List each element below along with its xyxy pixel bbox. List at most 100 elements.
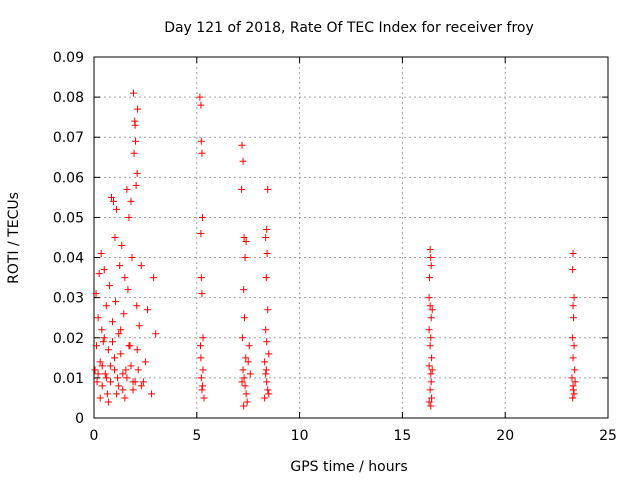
data-point <box>121 394 129 402</box>
data-point <box>427 314 435 322</box>
data-point <box>113 205 121 213</box>
data-point <box>106 362 114 370</box>
data-points <box>91 89 579 410</box>
x-tick-label: 25 <box>599 428 617 444</box>
data-point <box>200 394 208 402</box>
data-point <box>94 314 102 322</box>
data-point <box>425 362 433 370</box>
data-point <box>425 326 433 334</box>
data-point <box>94 370 102 378</box>
y-tick-label: 0.01 <box>53 371 84 387</box>
data-point <box>199 382 207 390</box>
y-tick-label: 0.05 <box>53 210 84 226</box>
data-point <box>123 374 131 382</box>
data-point <box>101 370 109 378</box>
data-point <box>427 254 435 262</box>
data-point <box>118 242 126 250</box>
data-point <box>243 398 251 406</box>
data-point <box>98 326 106 334</box>
data-point <box>198 149 206 157</box>
data-point <box>137 262 145 270</box>
data-point <box>110 197 118 205</box>
data-point <box>244 358 252 366</box>
data-point <box>96 394 104 402</box>
data-point <box>570 294 578 302</box>
data-point <box>197 342 205 350</box>
data-point <box>131 378 139 386</box>
data-point <box>428 354 436 362</box>
data-point <box>132 181 140 189</box>
x-tick-labels: 0 5 10 15 20 25 <box>90 428 617 444</box>
data-point <box>114 374 122 382</box>
data-point <box>263 378 271 386</box>
data-point <box>263 250 271 258</box>
x-tick-label: 0 <box>90 428 99 444</box>
data-point <box>152 330 160 338</box>
data-point <box>428 366 436 374</box>
data-point <box>103 390 111 398</box>
data-point <box>240 402 248 410</box>
data-point <box>115 382 123 390</box>
data-point <box>428 394 436 402</box>
data-point <box>238 141 246 149</box>
data-point <box>199 213 207 221</box>
data-point <box>125 213 133 221</box>
data-point <box>111 366 119 374</box>
data-point <box>133 302 141 310</box>
data-point <box>119 386 127 394</box>
data-point <box>109 338 117 346</box>
data-point <box>265 350 273 358</box>
data-point <box>426 302 434 310</box>
data-point <box>143 306 151 314</box>
data-point <box>571 378 579 386</box>
data-point <box>569 354 577 362</box>
y-tick-label: 0.04 <box>53 251 84 267</box>
data-point <box>117 350 125 358</box>
data-point <box>197 274 205 282</box>
data-point <box>102 302 110 310</box>
data-point <box>141 358 149 366</box>
data-point <box>242 354 250 362</box>
data-point <box>127 362 135 370</box>
data-point <box>137 382 145 390</box>
data-point <box>129 89 137 97</box>
data-point <box>570 342 578 350</box>
y-axis-title: ROTI / TECUs <box>6 192 22 284</box>
data-point <box>427 370 435 378</box>
x-tick-label: 15 <box>393 428 411 444</box>
y-tick-label: 0.07 <box>53 130 84 146</box>
data-point <box>128 254 136 262</box>
data-point <box>119 370 127 378</box>
data-point <box>264 306 272 314</box>
data-point <box>121 274 129 282</box>
data-point <box>133 346 141 354</box>
data-point <box>569 302 577 310</box>
data-point <box>569 250 577 258</box>
data-point <box>569 394 577 402</box>
x-tick-label: 5 <box>192 428 201 444</box>
data-point <box>569 266 577 274</box>
data-point <box>133 169 141 177</box>
data-point <box>197 354 205 362</box>
data-point <box>129 386 137 394</box>
data-point <box>246 370 254 378</box>
data-point <box>241 382 249 390</box>
data-point <box>96 358 104 366</box>
data-point <box>105 282 113 290</box>
data-point <box>261 394 269 402</box>
data-point <box>92 342 100 350</box>
data-point <box>242 390 250 398</box>
data-point <box>131 121 139 129</box>
x-axis-title: GPS time / hours <box>290 459 407 475</box>
data-point <box>91 366 99 374</box>
data-point <box>264 185 272 193</box>
data-point <box>124 286 132 294</box>
data-point <box>262 326 270 334</box>
data-point <box>111 234 119 241</box>
data-point <box>197 101 205 109</box>
data-point <box>426 274 434 282</box>
data-point <box>127 197 135 205</box>
data-point <box>262 234 270 241</box>
data-point <box>240 286 248 294</box>
data-point <box>425 294 433 302</box>
